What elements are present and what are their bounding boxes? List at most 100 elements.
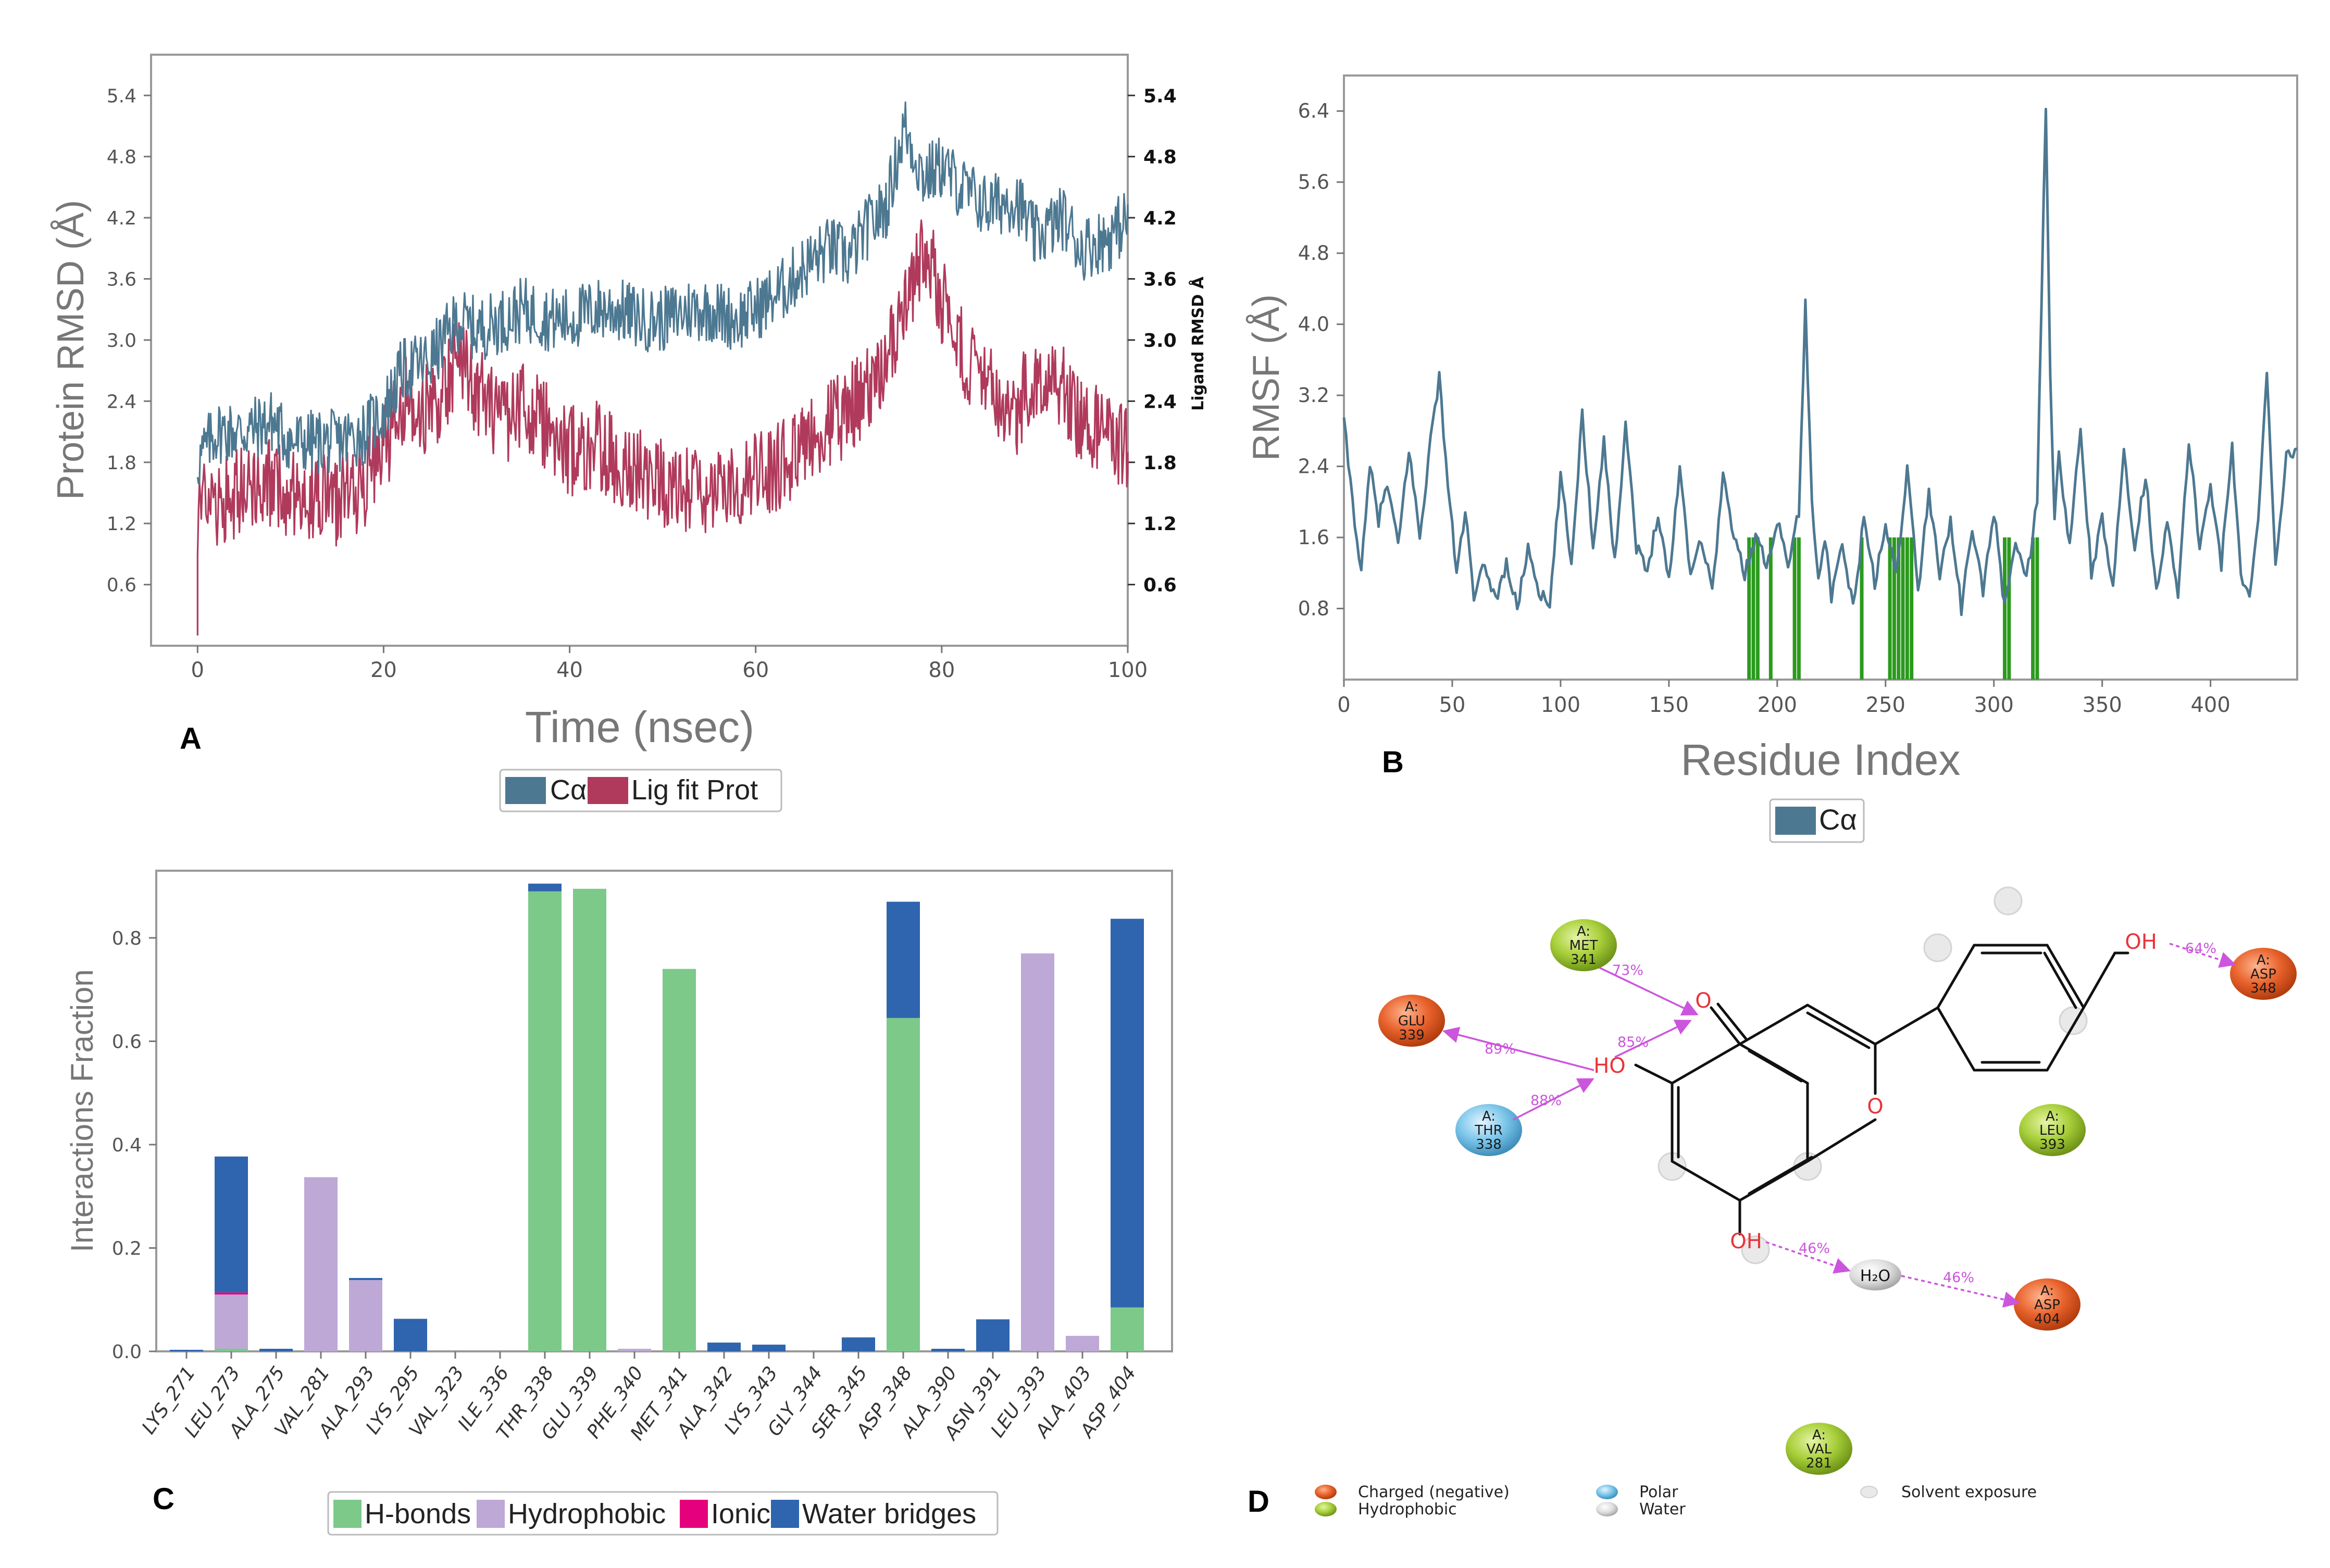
y2-tick-label-a: 3.0 xyxy=(1143,330,1177,352)
bar-segment-water-bridges xyxy=(752,1345,786,1351)
y2-tick-label-a: 4.8 xyxy=(1143,147,1177,168)
x-tick-label-b: 350 xyxy=(2083,693,2122,717)
residue-label-glu339: A: xyxy=(1405,999,1418,1015)
legend-swatch-c xyxy=(680,1500,708,1528)
residue-label-thr338: THR xyxy=(1474,1123,1503,1138)
ho-bond xyxy=(1634,1063,1674,1085)
y2-tick-label-a: 1.8 xyxy=(1143,453,1177,474)
series-lig-fit-prot-line xyxy=(196,219,1129,636)
bar-segment-water-bridges xyxy=(170,1350,203,1351)
bar-segment-ionic xyxy=(215,1292,248,1295)
residue-label-asp404: ASP xyxy=(2034,1297,2060,1313)
panel-label-c: C xyxy=(153,1482,175,1516)
residue-node-asp348 xyxy=(2230,948,2297,1000)
y-tick-label-b: 4.8 xyxy=(1298,242,1329,265)
residue-label-met341: 341 xyxy=(1571,952,1597,968)
y-tick-label-a: 3.6 xyxy=(107,269,136,291)
residue-label-val281: VAL xyxy=(1806,1441,1832,1457)
bar-segment-h-bonds xyxy=(663,969,696,1351)
y2-tick-label-a: 3.6 xyxy=(1143,269,1177,291)
atom-hydroxyl-4prime: OH xyxy=(2125,930,2157,954)
x-tick-label-b: 200 xyxy=(1758,693,1797,717)
panel-c-interactions-chart: 0.00.20.40.60.8LYS_271LEU_273ALA_275VAL_… xyxy=(65,870,1173,1536)
y-tick-label-a: 4.2 xyxy=(107,208,136,229)
x-tick-label-a: 60 xyxy=(742,658,769,682)
y-tick-label-b: 4.0 xyxy=(1298,313,1329,336)
interaction-arrow-oh_7-water xyxy=(1765,1241,1851,1274)
bar-segment-water-bridges xyxy=(394,1319,427,1351)
ring-c-double-bond xyxy=(1806,1011,1871,1049)
residue-node-val281 xyxy=(1786,1423,1852,1475)
keto-bond xyxy=(1710,1006,1741,1046)
y-tick-label-a: 1.8 xyxy=(107,453,136,474)
y-tick-label-a: 2.4 xyxy=(107,391,136,412)
residue-label-val281: 281 xyxy=(1806,1456,1832,1471)
y-tick-label-a: 4.8 xyxy=(107,147,136,168)
x-tick-label-b: 150 xyxy=(1649,693,1689,717)
x-tick-label-a: 100 xyxy=(1108,658,1148,682)
y-tick-label-b: 0.8 xyxy=(1298,597,1329,620)
ring-a-bond xyxy=(1671,1160,1741,1202)
x-tick-label-b: 300 xyxy=(1974,693,2014,717)
y-tick-label-c: 0.2 xyxy=(112,1238,142,1260)
residue-node-thr338 xyxy=(1455,1104,1522,1156)
y-axis-label-c: Interactions Fraction xyxy=(65,969,99,1252)
y-tick-label-b: 5.6 xyxy=(1298,171,1329,194)
solvent-exposure-halo xyxy=(1923,933,1952,962)
plot-frame-b xyxy=(1343,74,2298,681)
bar-segment-hydrophobic xyxy=(215,1294,248,1349)
bar-segment-hydrophobic xyxy=(349,1280,382,1351)
legend-label-lig-fit-prot: Lig fit Prot xyxy=(631,774,758,806)
y-axis-label-a: Protein RMSD (Å) xyxy=(50,200,92,500)
legend-marker-charged xyxy=(1315,1485,1337,1499)
interaction-percent-label: 85% xyxy=(1617,1034,1649,1050)
legend-label-water: Water xyxy=(1639,1500,1686,1519)
residue-label-leu393: A: xyxy=(2046,1109,2059,1124)
residue-label-thr338: A: xyxy=(1482,1109,1496,1124)
bar-segment-water-bridges xyxy=(976,1319,1010,1351)
y-tick-label-b: 1.6 xyxy=(1298,526,1329,549)
residue-label-leu393: LEU xyxy=(2039,1123,2065,1138)
atom-hydroxyl-7: OH xyxy=(1730,1230,1762,1253)
y-tick-label-c: 0.4 xyxy=(112,1135,142,1156)
legend-swatch-c xyxy=(477,1500,505,1528)
x-tick-label-b: 400 xyxy=(2190,693,2230,717)
y2-tick-label-a: 1.2 xyxy=(1143,513,1177,535)
bar-segment-h-bonds xyxy=(215,1349,248,1351)
bar-segment-h-bonds xyxy=(528,891,562,1351)
interaction-arrow-met341-o_keto xyxy=(1599,967,1699,1015)
legend-label-solvent: Solvent exposure xyxy=(1901,1483,2037,1501)
bar-segment-water-bridges xyxy=(349,1278,382,1281)
bar-segment-water-bridges xyxy=(1111,919,1144,1308)
bar-segment-water-bridges xyxy=(528,883,562,892)
ring-c-bond xyxy=(1806,1003,1877,1046)
residue-label-met341: A: xyxy=(1577,924,1590,939)
bar-segment-water-bridges xyxy=(707,1343,741,1351)
y-tick-label-a: 5.4 xyxy=(107,85,136,107)
bar-segment-water-bridges xyxy=(259,1349,293,1351)
interaction-percent-label: 89% xyxy=(1485,1041,1516,1057)
residue-label-asp348: ASP xyxy=(2250,967,2276,982)
bar-segment-water-bridges xyxy=(215,1156,248,1293)
bar-segment-water-bridges xyxy=(887,901,920,1018)
bar-segment-h-bonds xyxy=(573,888,606,1351)
panel-a-rmsd-chart: 0 20 40 60 80 100 0.6 1.2 1.8 2.4 3.0 3.6 4.2 4.8 5.4 0… xyxy=(50,54,1207,812)
interaction-percent-label: 46% xyxy=(1943,1270,1974,1286)
residue-label-asp404: A: xyxy=(2040,1283,2054,1299)
residue-label-glu339: GLU xyxy=(1398,1013,1425,1029)
legend-box-a xyxy=(499,769,782,812)
legend-label-calpha: Cα xyxy=(550,774,587,806)
legend-swatch-lig-fit-prot xyxy=(588,777,628,804)
y-tick-label-b: 3.2 xyxy=(1298,384,1329,407)
legend-label-charged: Charged (negative) xyxy=(1358,1483,1510,1501)
y-tick-label-b: 6.4 xyxy=(1298,99,1329,122)
interaction-percent-label: 64% xyxy=(2185,940,2216,957)
residue-label-val281: A: xyxy=(1812,1427,1826,1443)
y-tick-label-c: 0.8 xyxy=(112,928,142,949)
x-tick-label-a: 80 xyxy=(928,658,955,682)
x-tick-label-b: 100 xyxy=(1541,693,1580,717)
legend-swatch-c xyxy=(333,1500,362,1528)
ring-a-double-bond xyxy=(1748,1049,1803,1083)
plot-frame-a xyxy=(150,54,1129,647)
